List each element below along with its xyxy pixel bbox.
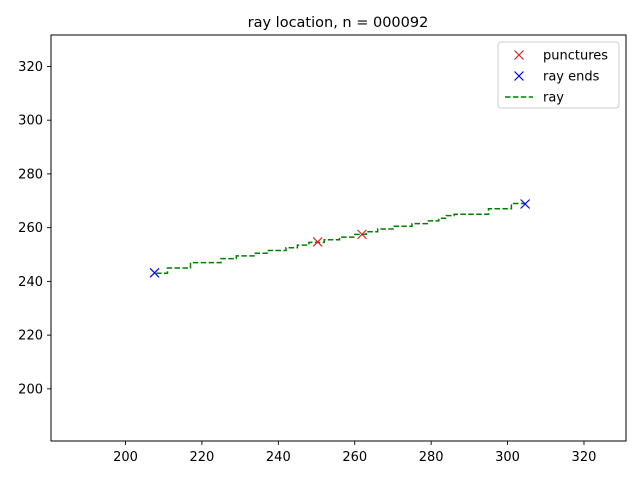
y-tick-label: 320: [18, 60, 43, 75]
y-tick-label: 220: [18, 329, 43, 344]
y-tick-label: 200: [18, 382, 43, 397]
x-tick-label: 300: [495, 450, 520, 465]
legend-ray-label: ray: [543, 91, 564, 106]
legend-ray-ends-marker-stroke-b: [514, 71, 524, 81]
y-tick-label: 280: [18, 167, 43, 182]
ray-line: [156, 202, 526, 275]
axis-ticks: 200 220 240 260 280 300 320 200 220 240 260 280 300 3…: [18, 60, 596, 465]
axes-frame: [50, 34, 627, 442]
legend-box: [497, 41, 620, 109]
legend-ray-ends-marker: [514, 71, 524, 81]
legend: punctures ray ends ray: [497, 41, 620, 109]
legend-ray-ends-label: ray ends: [543, 70, 600, 85]
ray-ends-marker-1: [149, 267, 160, 278]
plot-area: [50, 34, 627, 442]
ray-ends-marker-2: [520, 199, 531, 209]
punctures-marker-2-stroke-b: [357, 229, 367, 240]
x-tick-label: 260: [342, 450, 367, 465]
ray-ends-marker-1-stroke-b: [149, 267, 160, 278]
x-tick-label: 240: [266, 450, 291, 465]
legend-punctures-marker: [514, 50, 524, 60]
y-tick-label: 240: [18, 275, 43, 290]
y-tick-label: 260: [18, 221, 43, 236]
punctures-marker-1: [312, 236, 323, 247]
legend-punctures-marker-stroke-b: [514, 50, 524, 60]
y-tick-label: 300: [18, 114, 43, 129]
legend-punctures-label: punctures: [543, 49, 608, 64]
punctures-marker-1-stroke-b: [312, 236, 323, 247]
chart-title: ray location, n = 000092: [248, 15, 429, 31]
x-tick-label: 320: [572, 450, 597, 465]
ray-ends-marker-2-stroke-b: [520, 199, 531, 209]
punctures-marker-2: [357, 229, 367, 240]
x-tick-label: 220: [189, 450, 214, 465]
x-tick-label: 280: [419, 450, 444, 465]
x-tick-label: 200: [113, 450, 138, 465]
